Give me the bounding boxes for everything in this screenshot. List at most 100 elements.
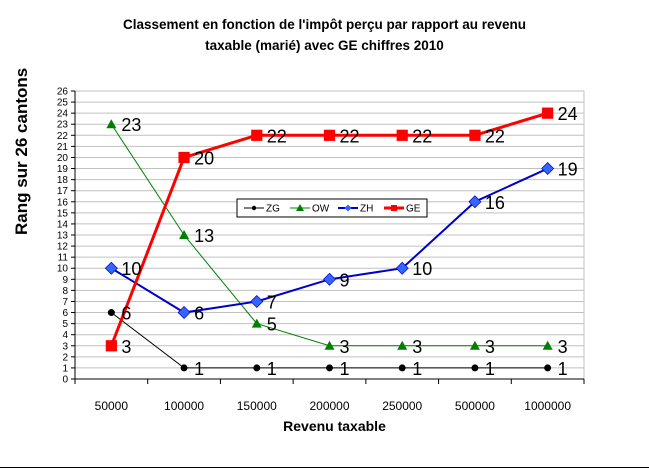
gridlines	[75, 90, 585, 379]
series-ge	[105, 107, 554, 352]
legend-box	[236, 198, 428, 218]
data-label: 22	[485, 126, 505, 146]
circle-marker	[180, 364, 188, 372]
y-tick-label: 15	[57, 208, 69, 219]
diamond-marker	[104, 261, 118, 275]
square-marker	[105, 340, 117, 352]
data-label: 1	[558, 359, 568, 379]
triangle-marker	[397, 340, 408, 350]
data-label: 3	[412, 337, 422, 357]
x-tick-label: 1000000	[524, 399, 571, 413]
y-tick-label: 2	[62, 352, 68, 363]
y-tick-label: 9	[62, 275, 68, 286]
legend-label: ZH	[360, 204, 373, 215]
x-tick-label: 200000	[309, 399, 349, 413]
diamond-marker	[541, 162, 555, 176]
y-tick-label: 10	[57, 264, 69, 275]
x-tick-label: 500000	[455, 399, 495, 413]
bottom-divider	[0, 467, 649, 468]
legend-label: OW	[312, 204, 330, 215]
y-tick-label: 3	[62, 341, 68, 352]
y-tick-label: 21	[57, 142, 69, 153]
series-line	[110, 167, 549, 314]
legend-label: GE	[406, 204, 421, 215]
triangle-marker	[542, 340, 553, 350]
y-tick-label: 6	[62, 308, 68, 319]
diamond-marker	[323, 272, 336, 286]
series-ow	[106, 119, 553, 350]
data-label: 16	[485, 193, 505, 213]
legend-label: ZG	[266, 204, 280, 215]
y-tick-label: 20	[57, 153, 69, 164]
data-label: 3	[558, 337, 568, 357]
series-line	[111, 312, 548, 369]
triangle-marker	[106, 119, 117, 129]
data-label: 23	[121, 115, 141, 135]
square-marker	[251, 129, 263, 141]
circle-marker	[326, 364, 333, 372]
y-tick-label: 16	[57, 197, 69, 208]
square-marker	[323, 129, 336, 141]
data-label: 13	[194, 226, 214, 246]
triangle-marker	[179, 230, 190, 239]
triangle-marker	[324, 340, 335, 350]
circle-marker	[398, 364, 406, 372]
legend-item-zh: ZH	[338, 204, 373, 215]
data-label: 1	[485, 359, 495, 379]
data-label: 1	[412, 359, 422, 379]
series-layer	[104, 107, 555, 372]
y-tick-label: 14	[57, 219, 69, 230]
circle-marker	[251, 205, 257, 211]
data-label: 19	[558, 160, 578, 180]
data-label: 6	[121, 304, 131, 324]
data-label: 22	[340, 126, 360, 146]
square-marker	[396, 129, 408, 141]
y-tick-label: 17	[57, 186, 69, 197]
axes: 0123456789101112131415161718192021222324…	[57, 87, 585, 413]
data-label: 20	[194, 148, 214, 168]
diamond-marker	[395, 261, 409, 275]
chart-title-line-1: Classement en fonction de l'impôt perçu …	[122, 17, 527, 32]
y-tick-label: 26	[57, 87, 69, 98]
y-tick-label: 23	[57, 120, 69, 131]
y-tick-label: 5	[62, 319, 68, 330]
y-tick-label: 13	[57, 231, 69, 242]
data-label: 1	[267, 359, 277, 379]
circle-marker	[471, 364, 479, 372]
legend-item-ow: OW	[290, 204, 330, 215]
x-tick-label: 100000	[164, 399, 204, 413]
square-marker	[178, 151, 190, 164]
y-tick-label: 19	[57, 164, 69, 175]
chart-title: Classement en fonction de l'impôt perçu …	[0, 14, 649, 56]
x-axis-label: Revenu taxable	[283, 418, 386, 434]
legend-item-zg: ZG	[244, 204, 280, 215]
triangle-marker	[251, 318, 262, 328]
y-tick-label: 12	[57, 242, 69, 253]
circle-marker	[253, 364, 261, 372]
data-label: 3	[121, 337, 131, 357]
data-label: 1	[340, 359, 350, 379]
data-label: 10	[121, 259, 141, 279]
chart-title-line-2: taxable (marié) avec GE chiffres 2010	[205, 38, 444, 53]
y-tick-label: 1	[62, 363, 68, 374]
square-marker	[391, 205, 397, 211]
y-tick-label: 18	[57, 175, 69, 186]
y-tick-label: 11	[58, 253, 69, 264]
data-label: 10	[412, 259, 432, 279]
data-label: 9	[340, 270, 350, 290]
triangle-marker	[469, 340, 480, 350]
x-tick-label: 150000	[237, 399, 277, 413]
circle-marker	[544, 364, 552, 372]
diamond-marker	[344, 204, 352, 212]
data-label: 7	[267, 292, 277, 312]
y-tick-label: 8	[62, 286, 68, 297]
series-zg	[107, 309, 552, 372]
data-label: 5	[267, 315, 277, 335]
triangle-marker	[296, 204, 304, 211]
series-zh	[104, 162, 555, 320]
data-labels: 6 1 1 1 1 1 1 23 13 5 3 3 3 3 10 6 7 9 10 16 19 3 20 22 22 22 22 24	[121, 104, 577, 379]
legend-item-ge: GE	[384, 204, 421, 215]
circle-marker	[107, 309, 115, 317]
legend: ZG OW ZH GE	[236, 198, 428, 218]
